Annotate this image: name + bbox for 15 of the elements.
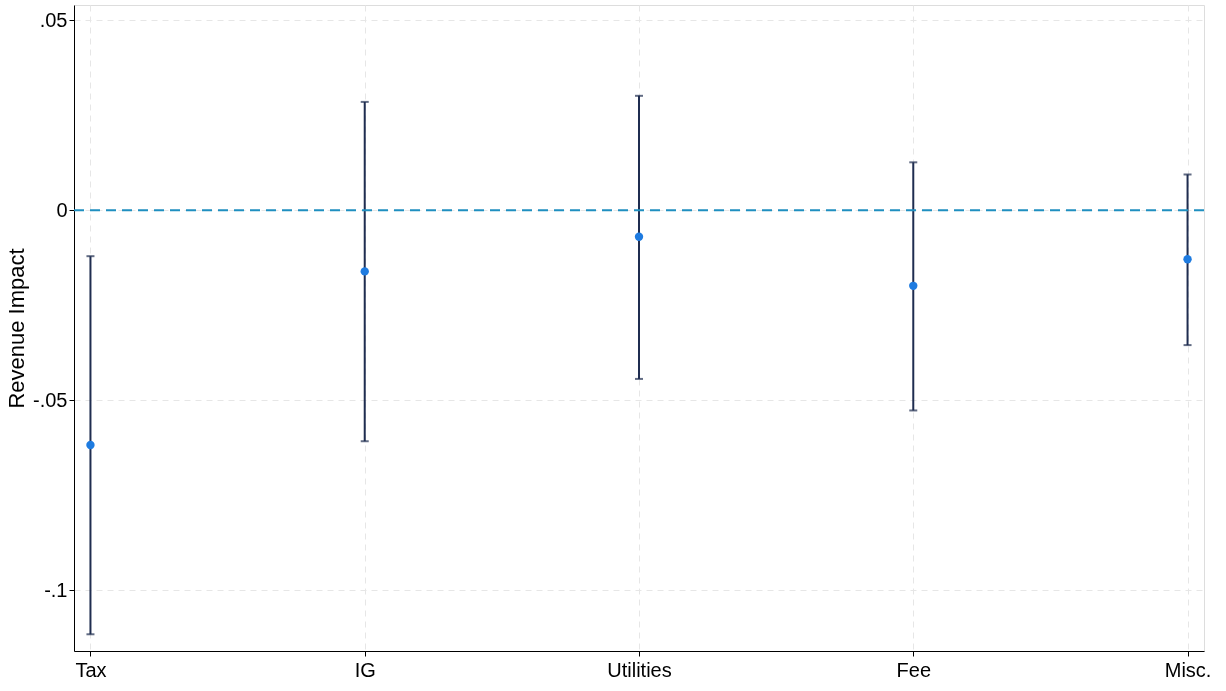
- x-tick-label: Fee: [896, 658, 932, 681]
- x-tick-label: Tax: [75, 658, 107, 681]
- x-tick-label: IG: [354, 658, 376, 681]
- point: [909, 281, 918, 290]
- y-axis-title: Revenue Impact: [4, 248, 30, 409]
- point: [86, 440, 95, 450]
- point: [1183, 255, 1192, 264]
- y-tick-label: 0: [56, 198, 68, 221]
- y-tick-label: -.1: [44, 578, 68, 601]
- x-tick-label: Utilities: [607, 658, 672, 681]
- y-tick-label: .05: [39, 8, 68, 31]
- y-tick-label: -.05: [33, 388, 68, 411]
- point: [360, 267, 369, 276]
- x-tick-label: Misc.: [1164, 658, 1212, 681]
- point: [634, 232, 644, 241]
